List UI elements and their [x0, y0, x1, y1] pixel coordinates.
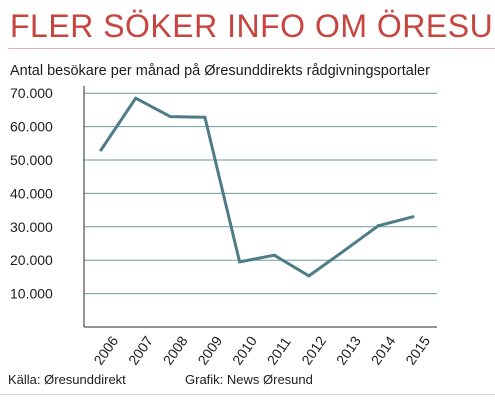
data-point — [376, 224, 380, 228]
data-point — [99, 148, 103, 152]
x-tick-label: 2008 — [160, 333, 191, 368]
chart-title: FLER SÖKER INFO OM ÖRESUNDSJOBB — [10, 8, 495, 44]
x-tick-label: 2014 — [368, 333, 399, 368]
x-tick-label: 2012 — [298, 333, 329, 368]
series — [99, 96, 415, 278]
data-point — [203, 115, 207, 119]
bottom-divider — [0, 394, 495, 395]
x-tick-label: 2010 — [229, 333, 260, 368]
title-divider — [8, 48, 495, 49]
y-tick-label: 30.000 — [10, 219, 53, 235]
x-tick-label: 2011 — [264, 334, 294, 368]
y-tick-label: 40.000 — [10, 185, 53, 201]
x-tick-label: 2009 — [194, 333, 225, 368]
y-tick-label: 20.000 — [10, 252, 53, 268]
x-tick-label: 2007 — [125, 333, 156, 368]
graphic-credit: Grafik: News Øresund — [185, 372, 313, 387]
x-tick-label: 2006 — [90, 333, 121, 368]
y-tick-label: 60.000 — [10, 119, 53, 135]
x-axis-ticks: 2006 2007 2008 2009 2010 2011 2012 2013 2014 2015 — [90, 333, 433, 368]
x-tick-label: 2013 — [333, 333, 364, 368]
data-point — [307, 274, 311, 278]
y-tick-label: 70.000 — [10, 85, 53, 101]
source-note: Källa: Øresunddirekt — [8, 372, 126, 387]
data-point — [411, 215, 415, 219]
y-tick-label: 50.000 — [10, 152, 53, 168]
y-axis-ticks: 10.000 20.000 30.000 40.000 50.000 60.000 70.0… — [10, 85, 53, 301]
y-tick-label: 10.000 — [10, 286, 53, 302]
gridlines — [84, 92, 437, 295]
data-point — [238, 260, 242, 264]
x-tick-label: 2015 — [402, 333, 433, 368]
data-point — [168, 115, 172, 119]
series-line — [99, 96, 415, 278]
data-point — [272, 253, 276, 257]
axes — [83, 86, 437, 328]
data-point — [342, 249, 346, 253]
data-point — [134, 96, 138, 100]
chart-subtitle: Antal besökare per månad på Øresunddirek… — [10, 63, 430, 79]
